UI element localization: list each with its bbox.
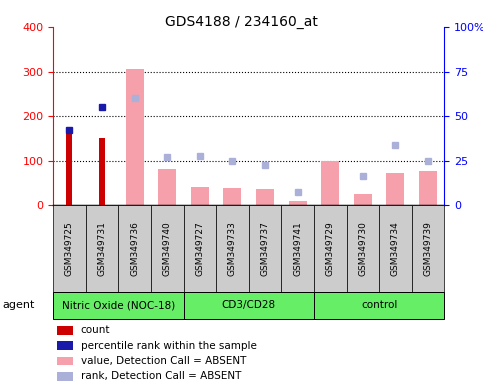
Bar xyxy=(126,69,143,205)
Text: rank, Detection Call = ABSENT: rank, Detection Call = ABSENT xyxy=(81,371,241,381)
Bar xyxy=(419,171,437,205)
Text: GSM349725: GSM349725 xyxy=(65,221,74,276)
Text: GDS4188 / 234160_at: GDS4188 / 234160_at xyxy=(165,15,318,29)
Text: count: count xyxy=(81,325,110,335)
Bar xyxy=(314,205,347,292)
Text: value, Detection Call = ABSENT: value, Detection Call = ABSENT xyxy=(81,356,246,366)
Text: GSM349734: GSM349734 xyxy=(391,221,400,276)
Bar xyxy=(57,326,73,334)
Bar xyxy=(249,205,282,292)
Text: GSM349730: GSM349730 xyxy=(358,221,368,276)
Text: GSM349736: GSM349736 xyxy=(130,221,139,276)
Text: CD3/CD28: CD3/CD28 xyxy=(222,300,276,310)
Bar xyxy=(151,205,184,292)
Bar xyxy=(386,173,404,205)
Bar xyxy=(57,341,73,350)
Text: GSM349739: GSM349739 xyxy=(424,221,433,276)
Text: GSM349737: GSM349737 xyxy=(260,221,270,276)
Bar xyxy=(256,189,274,205)
Bar xyxy=(354,194,372,205)
Text: agent: agent xyxy=(2,300,35,310)
Bar xyxy=(289,201,307,205)
Text: GSM349733: GSM349733 xyxy=(228,221,237,276)
Text: GSM349727: GSM349727 xyxy=(195,221,204,276)
Text: percentile rank within the sample: percentile rank within the sample xyxy=(81,341,256,351)
Bar xyxy=(184,292,314,319)
Text: control: control xyxy=(361,300,398,310)
Bar xyxy=(99,139,105,205)
Bar xyxy=(184,205,216,292)
Bar xyxy=(412,205,444,292)
Text: Nitric Oxide (NOC-18): Nitric Oxide (NOC-18) xyxy=(62,300,175,310)
Bar xyxy=(347,205,379,292)
Text: GSM349741: GSM349741 xyxy=(293,221,302,276)
Bar xyxy=(57,372,73,381)
Bar xyxy=(321,161,339,205)
Text: GSM349729: GSM349729 xyxy=(326,221,335,276)
Bar xyxy=(216,205,249,292)
Bar xyxy=(314,292,444,319)
Text: GSM349740: GSM349740 xyxy=(163,221,172,276)
Bar xyxy=(379,205,412,292)
Bar xyxy=(53,205,86,292)
Bar xyxy=(191,187,209,205)
Bar xyxy=(281,205,314,292)
Bar xyxy=(57,357,73,365)
Text: GSM349731: GSM349731 xyxy=(98,221,107,276)
Bar xyxy=(67,132,72,205)
Bar xyxy=(224,188,242,205)
Bar xyxy=(118,205,151,292)
Bar xyxy=(158,169,176,205)
Bar xyxy=(53,292,184,319)
Bar xyxy=(86,205,118,292)
